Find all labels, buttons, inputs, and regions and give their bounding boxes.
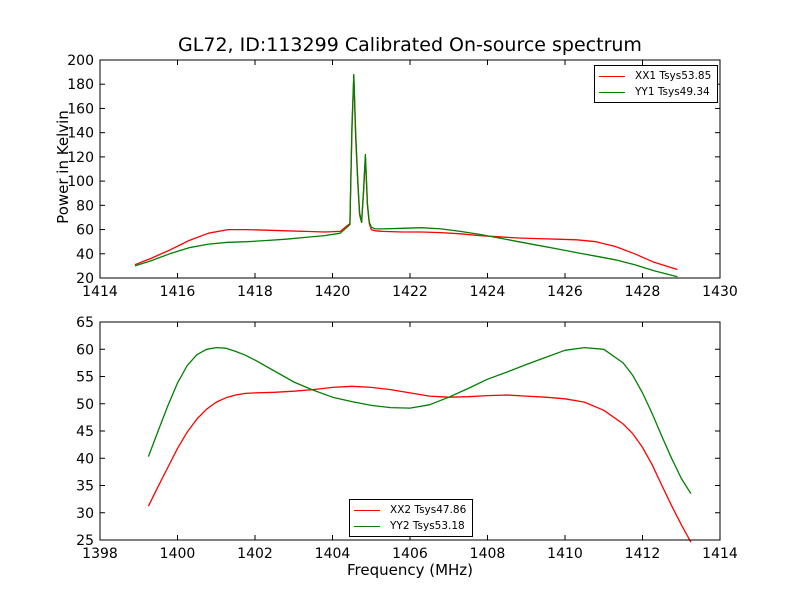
x-tick-label: 1414	[702, 546, 738, 562]
x-tick-label: 1410	[547, 546, 583, 562]
top-y-axis-label: Power in Kelvin	[54, 110, 72, 224]
y-tick-label: 35	[76, 479, 94, 495]
y-tick-label: 40	[76, 247, 94, 263]
x-tick-label: 1420	[315, 284, 351, 300]
y-tick-label: 60	[76, 223, 94, 239]
x-tick-label: 1406	[392, 546, 428, 562]
legend-swatch-green	[354, 525, 380, 527]
y-tick-label: 180	[67, 77, 94, 93]
legend-label: XX1 Tsys53.85	[635, 70, 712, 82]
y-tick-label: 50	[76, 397, 94, 413]
y-tick-label: 25	[76, 533, 94, 549]
y-tick-label: 60	[76, 342, 94, 358]
x-tick-label: 1402	[237, 546, 273, 562]
x-tick-label: 1424	[470, 284, 506, 300]
series-line	[147, 346, 692, 495]
legend-label: XX2 Tsys47.86	[390, 504, 467, 516]
legend-entry: YY2 Tsys53.18	[354, 518, 466, 534]
y-tick-label: 80	[76, 198, 94, 214]
legend-entry: XX1 Tsys53.85	[599, 68, 711, 84]
legend-label: YY2 Tsys53.18	[390, 520, 465, 532]
x-tick-label: 1412	[625, 546, 661, 562]
chart-title: GL72, ID:113299 Calibrated On-source spe…	[178, 34, 642, 56]
x-tick-label: 1428	[625, 284, 661, 300]
x-tick-label: 1400	[160, 546, 196, 562]
legend-swatch-green	[599, 91, 625, 93]
y-tick-label: 100	[67, 174, 94, 190]
y-tick-label: 55	[76, 370, 94, 386]
legend-swatch-red	[599, 75, 625, 77]
series-line	[134, 75, 678, 271]
y-tick-label: 200	[67, 53, 94, 69]
y-tick-label: 30	[76, 506, 94, 522]
x-tick-label: 1426	[547, 284, 583, 300]
y-tick-label: 45	[76, 424, 94, 440]
legend-label: YY1 Tsys49.34	[635, 86, 710, 98]
series-line	[134, 73, 678, 278]
x-tick-label: 1398	[82, 546, 118, 562]
x-tick-label: 1422	[392, 284, 428, 300]
y-tick-label: 65	[76, 315, 94, 331]
x-tick-label: 1418	[237, 284, 273, 300]
y-tick-label: 120	[67, 150, 94, 166]
bottom-axes: 1398 1400 1402 1404 1406 1408 1410 1412 1414 25 30…	[76, 315, 738, 562]
x-tick-label: 1430	[702, 284, 738, 300]
top-legend: XX1 Tsys53.85 YY1 Tsys49.34	[594, 65, 719, 103]
series-line	[147, 385, 692, 543]
bottom-legend: XX2 Tsys47.86 YY2 Tsys53.18	[349, 499, 474, 537]
legend-entry: XX2 Tsys47.86	[354, 502, 466, 518]
legend-swatch-red	[354, 509, 380, 511]
top-axes: 1414 1416 1418 1420 1422 1424 1426 1428 1430 20 40…	[67, 53, 738, 300]
y-tick-label: 160	[67, 101, 94, 117]
x-tick-label: 1416	[160, 284, 196, 300]
y-tick-label: 40	[76, 451, 94, 467]
x-axis-label: Frequency (MHz)	[346, 561, 474, 579]
x-tick-label: 1408	[470, 546, 506, 562]
x-tick-label: 1414	[82, 284, 118, 300]
x-tick-label: 1404	[315, 546, 351, 562]
y-tick-label: 140	[67, 126, 94, 142]
y-tick-label: 20	[76, 271, 94, 287]
legend-entry: YY1 Tsys49.34	[599, 84, 711, 100]
